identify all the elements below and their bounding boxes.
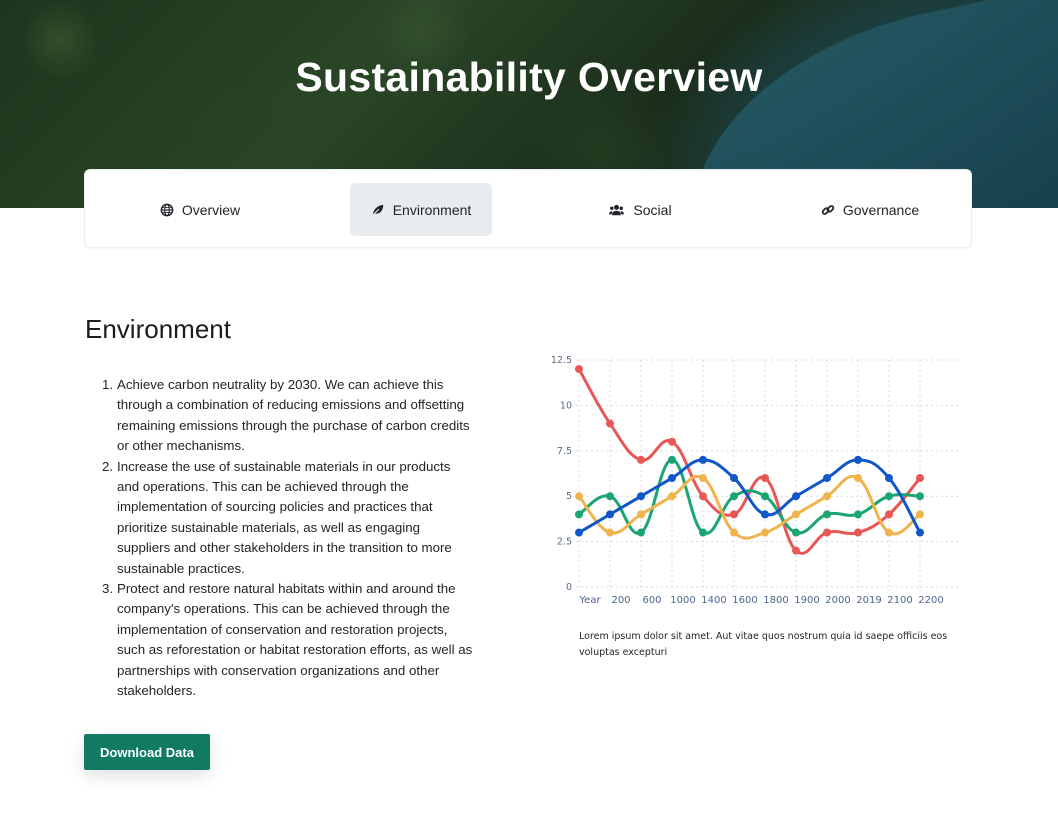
list-item: 2. Increase the use of sustainable mater… [96, 457, 476, 579]
y-tick-label: 0 [566, 582, 572, 593]
data-point[interactable] [761, 510, 769, 519]
x-tick-label: Year [578, 595, 601, 606]
x-tick-label: 2000 [825, 595, 850, 606]
list-item-text: Increase the use of sustainable material… [117, 458, 452, 576]
data-point[interactable] [637, 492, 645, 501]
data-point[interactable] [575, 365, 583, 374]
data-point[interactable] [699, 492, 707, 501]
tab-overview[interactable]: Overview [120, 183, 280, 236]
data-point[interactable] [668, 455, 676, 464]
y-tick-label: 5 [566, 491, 572, 502]
data-point[interactable] [730, 492, 738, 501]
data-point[interactable] [575, 492, 583, 501]
data-point[interactable] [792, 492, 800, 501]
goals-list: 1. Achieve carbon neutrality by 2030. We… [96, 375, 476, 702]
data-point[interactable] [854, 528, 862, 537]
list-item: 1. Achieve carbon neutrality by 2030. We… [96, 375, 476, 457]
tab-environment[interactable]: Environment [350, 183, 492, 236]
page-title: Sustainability Overview [295, 54, 763, 100]
tab-label: Environment [392, 201, 472, 218]
list-number: 1. [102, 377, 114, 392]
data-point[interactable] [668, 474, 676, 483]
data-point[interactable] [637, 528, 645, 537]
x-tick-label: 2100 [887, 595, 912, 606]
users-icon [609, 204, 625, 215]
data-point[interactable] [575, 510, 583, 519]
line-chart: 0 2.5 5 7.5 10 12.5 Year 200 600 1000 1400 1600 1800… [551, 355, 960, 606]
data-point[interactable] [699, 455, 707, 464]
data-point[interactable] [823, 474, 831, 483]
data-point[interactable] [761, 492, 769, 501]
data-point[interactable] [792, 510, 800, 519]
data-point[interactable] [792, 528, 800, 537]
section-heading: Environment [85, 314, 231, 344]
data-point[interactable] [916, 528, 924, 537]
y-tick-label: 10 [560, 400, 572, 411]
data-point[interactable] [885, 510, 893, 519]
x-tick-label: 200 [611, 595, 630, 606]
data-point[interactable] [699, 474, 707, 483]
download-data-button[interactable]: Download Data [84, 734, 210, 770]
data-point[interactable] [761, 528, 769, 537]
link-icon [821, 204, 835, 215]
tab-social[interactable]: Social [570, 183, 710, 236]
x-tick-label: 1800 [763, 595, 788, 606]
x-tick-label: 2019 [856, 595, 881, 606]
tab-governance[interactable]: Governance [790, 183, 950, 236]
leaf-icon [372, 204, 383, 216]
list-item-text: Protect and restore natural habitats wit… [117, 581, 473, 699]
data-point[interactable] [885, 474, 893, 483]
chart-caption: Lorem ipsum dolor sit amet. Aut vitae qu… [579, 631, 948, 658]
data-point[interactable] [606, 492, 614, 501]
y-tick-label: 7.5 [557, 446, 572, 457]
data-point[interactable] [730, 474, 738, 483]
y-tick-label: 2.5 [557, 537, 572, 548]
x-tick-label: 600 [642, 595, 661, 606]
data-point[interactable] [854, 510, 862, 519]
tab-label: Social [633, 201, 672, 218]
tab-label: Governance [842, 201, 920, 218]
x-tick-label: 2200 [918, 595, 943, 606]
data-point[interactable] [823, 528, 831, 537]
data-point[interactable] [916, 492, 924, 501]
y-tick-label: 12.5 [551, 355, 572, 366]
data-point[interactable] [854, 455, 862, 464]
list-item: 3. Protect and restore natural habitats … [96, 579, 476, 701]
data-point[interactable] [699, 528, 707, 537]
list-item-text: Achieve carbon neutrality by 2030. We ca… [117, 377, 470, 454]
data-point[interactable] [730, 528, 738, 537]
data-point[interactable] [637, 510, 645, 519]
data-point[interactable] [575, 528, 583, 537]
data-point[interactable] [761, 474, 769, 483]
data-point[interactable] [854, 474, 862, 483]
data-point[interactable] [637, 455, 645, 464]
data-point[interactable] [668, 492, 676, 501]
tab-label: Overview [181, 201, 241, 218]
tab-bar: Overview Environment Social Governance [84, 169, 972, 248]
x-tick-label: 1000 [670, 595, 695, 606]
x-tick-label: 1900 [794, 595, 819, 606]
data-point[interactable] [606, 419, 614, 428]
data-point[interactable] [885, 528, 893, 537]
data-point[interactable] [823, 492, 831, 501]
data-point[interactable] [792, 546, 800, 555]
list-number: 3. [102, 581, 114, 597]
globe-icon [160, 203, 174, 216]
data-point[interactable] [885, 492, 893, 501]
list-number: 2. [102, 458, 114, 474]
data-point[interactable] [916, 474, 924, 483]
data-point[interactable] [916, 510, 924, 519]
x-tick-label: 1600 [732, 595, 757, 606]
data-point[interactable] [730, 510, 738, 519]
x-tick-label: 1400 [701, 595, 726, 606]
data-point[interactable] [823, 510, 831, 519]
data-point[interactable] [668, 437, 676, 446]
data-point[interactable] [606, 528, 614, 537]
data-point[interactable] [606, 510, 614, 519]
